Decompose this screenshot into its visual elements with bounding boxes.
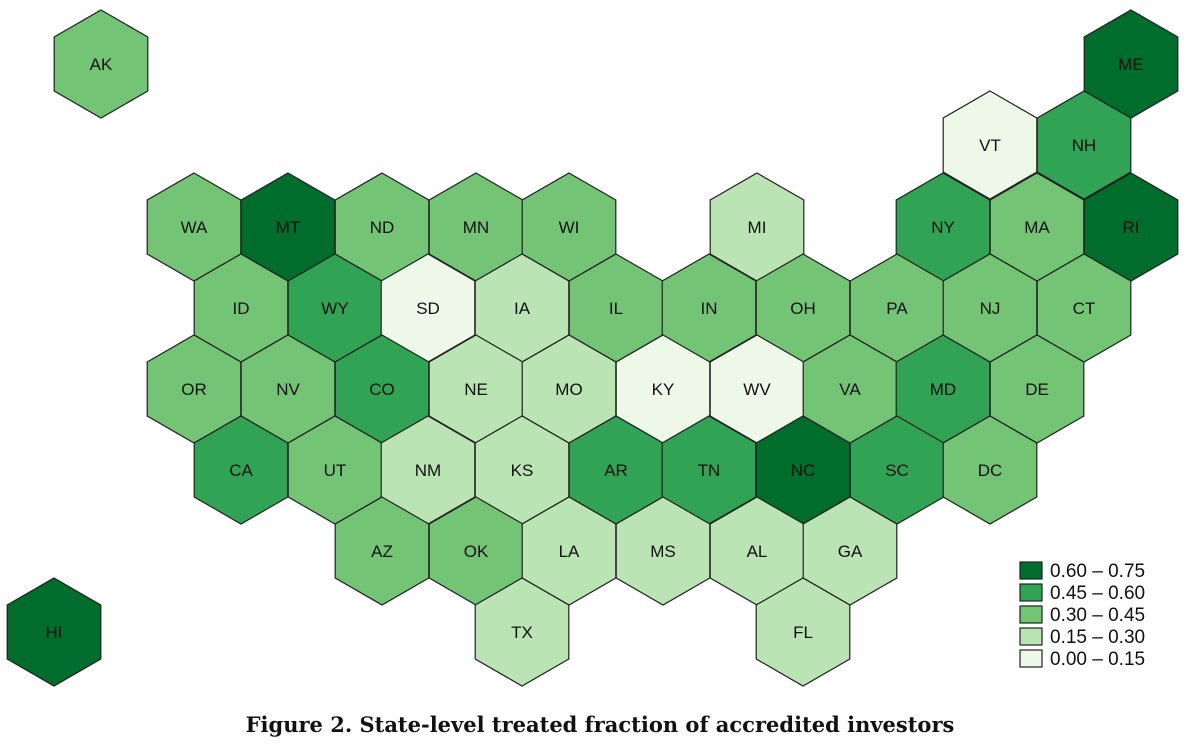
state-label: AR xyxy=(604,461,628,480)
state-label: RI xyxy=(1123,218,1140,237)
state-hexes: AK ME VT NH WA MT ND MN WI MI NY MA RI ID WY SD IA IL IN OH… xyxy=(6,9,1179,687)
figure-caption: Figure 2. State-level treated fraction o… xyxy=(245,712,955,737)
state-label: SD xyxy=(416,299,440,318)
state-label: HI xyxy=(46,623,63,642)
state-label: MN xyxy=(463,218,489,237)
state-label: MS xyxy=(650,542,676,561)
state-hex-nh: NH xyxy=(1036,90,1132,200)
state-label: CT xyxy=(1073,299,1096,318)
state-label: ID xyxy=(233,299,250,318)
state-hex-shape xyxy=(942,415,1038,525)
state-hex-shape xyxy=(53,9,149,119)
state-label: TN xyxy=(698,461,721,480)
state-hex-shape xyxy=(755,577,851,687)
state-label: AK xyxy=(90,55,113,74)
state-hex-ga: GA xyxy=(802,496,898,606)
legend-entry: 0.45 – 0.60 xyxy=(1019,583,1145,604)
hex-map: AK ME VT NH WA MT ND MN WI MI NY MA RI ID WY SD IA IL IN OH… xyxy=(6,9,1179,687)
state-label: FL xyxy=(793,623,813,642)
state-label: NV xyxy=(276,380,300,399)
legend-entry: 0.15 – 0.30 xyxy=(1019,627,1145,648)
state-hex-fl: FL xyxy=(755,577,851,687)
legend-entry: 0.30 – 0.45 xyxy=(1019,605,1145,626)
state-label: ME xyxy=(1118,55,1144,74)
state-label: OR xyxy=(181,380,207,399)
state-label: SC xyxy=(885,461,909,480)
state-label: TX xyxy=(511,623,533,642)
state-hex-va: VA xyxy=(802,334,898,444)
legend-entry: 0.60 – 0.75 xyxy=(1019,561,1145,582)
state-hex-hi: HI xyxy=(6,577,102,687)
state-hex-de: DE xyxy=(989,334,1085,444)
state-label: ND xyxy=(370,218,395,237)
state-label: WI xyxy=(559,218,580,237)
legend: 0.60 – 0.750.45 – 0.600.30 – 0.450.15 – … xyxy=(1019,561,1145,670)
state-hex-shape xyxy=(6,577,102,687)
state-label: VA xyxy=(839,380,861,399)
state-label: KS xyxy=(511,461,534,480)
legend-swatch xyxy=(1019,649,1043,668)
legend-swatch xyxy=(1019,605,1043,624)
state-label: DC xyxy=(978,461,1003,480)
state-label: MI xyxy=(748,218,767,237)
state-hex-me: ME xyxy=(1083,9,1179,119)
legend-label: 0.60 – 0.75 xyxy=(1050,561,1145,582)
legend-swatch xyxy=(1019,583,1043,602)
state-label: NE xyxy=(464,380,488,399)
state-label: LA xyxy=(559,542,580,561)
state-label: WV xyxy=(743,380,771,399)
state-hex-nj: NJ xyxy=(942,253,1038,363)
state-hex-shape xyxy=(474,577,570,687)
state-hex-tx: TX xyxy=(474,577,570,687)
state-label: DE xyxy=(1025,380,1049,399)
state-hex-shape xyxy=(1036,90,1132,200)
legend-label: 0.15 – 0.30 xyxy=(1050,627,1145,648)
state-label: CO xyxy=(369,380,395,399)
state-label: NH xyxy=(1072,136,1097,155)
legend-entry: 0.00 – 0.15 xyxy=(1019,649,1145,670)
state-hex-nm: NM xyxy=(380,415,476,525)
state-label: VT xyxy=(979,136,1001,155)
state-label: UT xyxy=(324,461,347,480)
state-label: AL xyxy=(747,542,768,561)
state-label: NJ xyxy=(980,299,1001,318)
state-label: GA xyxy=(838,542,863,561)
state-label: WY xyxy=(321,299,348,318)
state-hex-oh: OH xyxy=(755,253,851,363)
state-hex-ak: AK xyxy=(53,9,149,119)
state-label: OK xyxy=(464,542,489,561)
state-hex-dc: DC xyxy=(942,415,1038,525)
state-label: WA xyxy=(181,218,208,237)
state-hex-wi: WI xyxy=(521,172,617,282)
state-label: NY xyxy=(931,218,955,237)
state-label: CA xyxy=(229,461,253,480)
state-label: KY xyxy=(652,380,675,399)
state-label: IL xyxy=(609,299,623,318)
state-label: OH xyxy=(790,299,816,318)
state-label: PA xyxy=(886,299,908,318)
state-hex-ri: RI xyxy=(1083,172,1179,282)
state-label: AZ xyxy=(371,542,393,561)
legend-swatch xyxy=(1019,561,1043,580)
state-label: MO xyxy=(555,380,582,399)
legend-label: 0.00 – 0.15 xyxy=(1050,649,1145,670)
state-hex-ct: CT xyxy=(1036,253,1132,363)
state-label: MA xyxy=(1024,218,1050,237)
state-label: IN xyxy=(701,299,718,318)
state-label: IA xyxy=(514,299,531,318)
state-label: NM xyxy=(415,461,441,480)
legend-swatch xyxy=(1019,627,1043,646)
state-hex-ny: NY xyxy=(895,172,991,282)
state-label: NC xyxy=(791,461,816,480)
state-label: MD xyxy=(930,380,956,399)
legend-label: 0.30 – 0.45 xyxy=(1050,605,1145,626)
state-label: MT xyxy=(276,218,301,237)
legend-label: 0.45 – 0.60 xyxy=(1050,583,1145,604)
